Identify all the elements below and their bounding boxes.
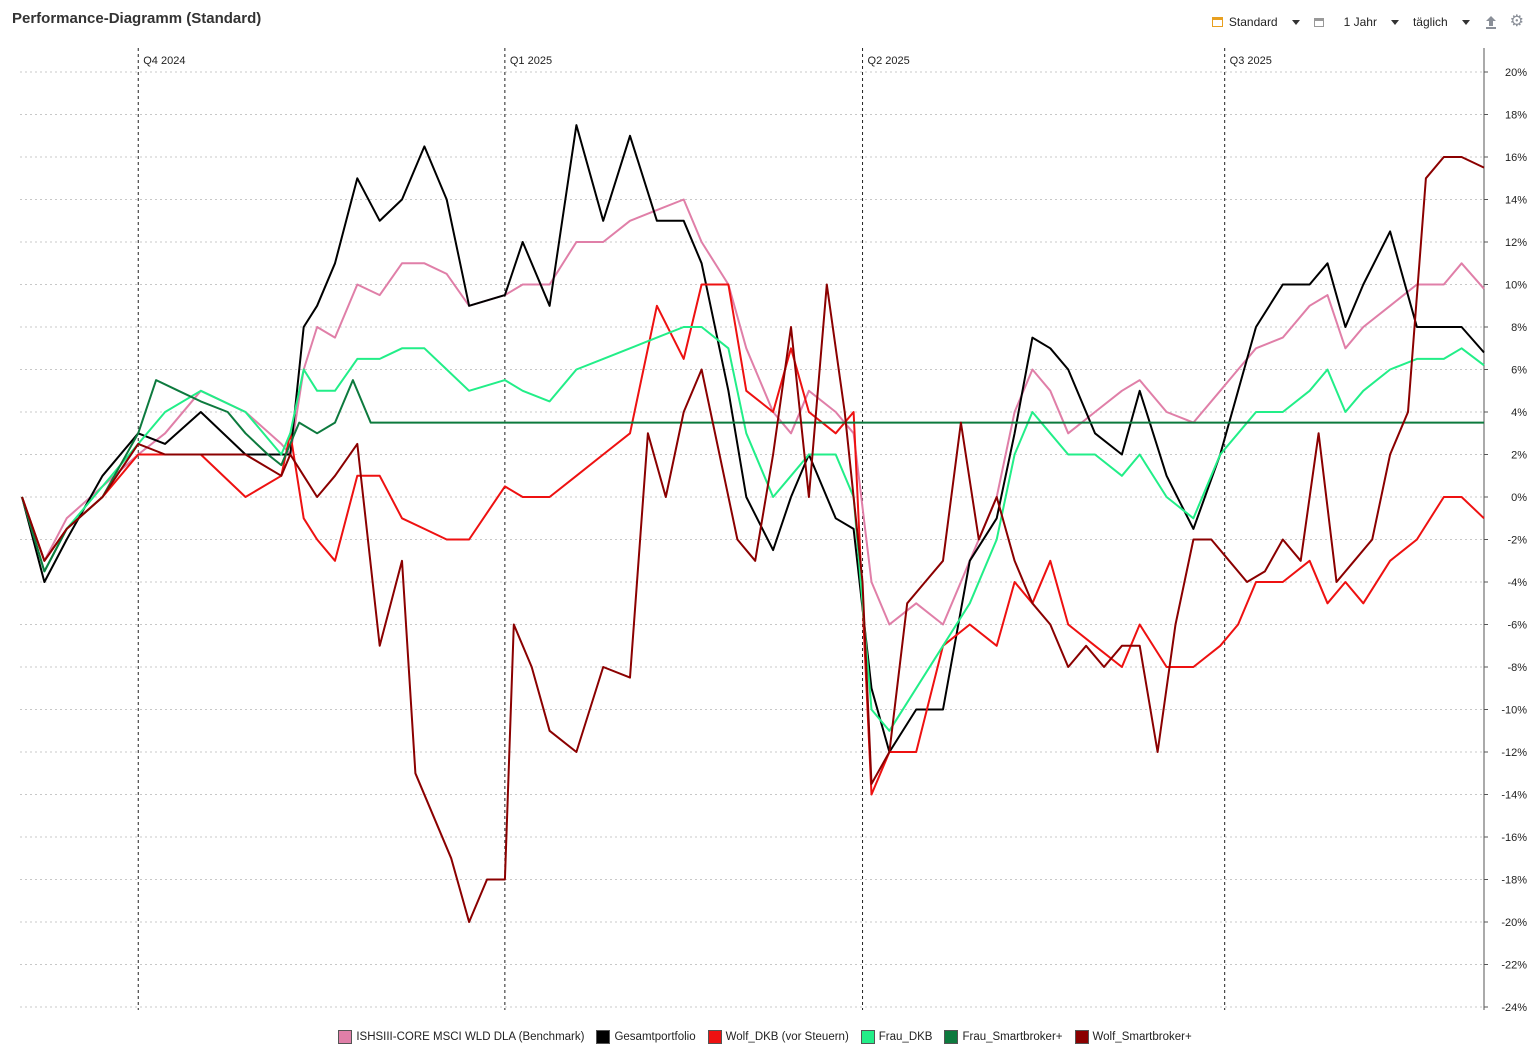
period-select[interactable]: 1 Jahr: [1344, 15, 1399, 29]
y-tick-label: 12%: [1505, 237, 1527, 249]
y-tick-label: 2%: [1511, 450, 1527, 462]
y-tick-label: -24%: [1501, 1002, 1527, 1014]
legend-label: Gesamtportfolio: [614, 1031, 696, 1043]
legend-item[interactable]: ISHSIII-CORE MSCI WLD DLA (Benchmark): [338, 1030, 584, 1044]
y-tick-label: -12%: [1501, 747, 1527, 759]
interval-select[interactable]: täglich: [1413, 15, 1470, 29]
y-tick-label: -22%: [1501, 960, 1527, 972]
quarter-label: Q3 2025: [1230, 55, 1272, 67]
series-line-5: [21, 379, 1484, 573]
chevron-down-icon: [1390, 19, 1399, 25]
y-tick-label: 20%: [1505, 67, 1527, 79]
y-tick-label: -2%: [1507, 535, 1527, 547]
legend-swatch: [596, 1030, 611, 1044]
legend-label: Wolf_Smartbroker+: [1092, 1031, 1192, 1043]
y-tick-label: -10%: [1501, 705, 1527, 717]
y-tick-label: -8%: [1507, 662, 1527, 674]
legend-label: ISHSIII-CORE MSCI WLD DLA (Benchmark): [356, 1031, 585, 1043]
view-select-label: Standard: [1228, 15, 1278, 29]
quarter-label: Q4 2024: [143, 55, 185, 67]
window-icon: [1313, 17, 1324, 27]
y-tick-label: 0%: [1511, 492, 1527, 504]
quarter-label: Q2 2025: [868, 55, 910, 67]
view-select[interactable]: Standard: [1211, 15, 1300, 29]
legend-item[interactable]: Frau_DKB: [860, 1030, 933, 1044]
legend-label: Frau_DKB: [878, 1031, 933, 1043]
legend-swatch: [338, 1030, 353, 1044]
series-line-6: [21, 156, 1485, 923]
y-tick-label: 4%: [1511, 407, 1527, 419]
y-tick-label: -16%: [1501, 832, 1527, 844]
legend-label: Wolf_DKB (vor Steuern): [725, 1031, 849, 1043]
y-tick-label: 14%: [1505, 195, 1527, 207]
legend-swatch: [944, 1030, 959, 1044]
series-line-3: [21, 283, 1485, 796]
y-tick-label: -20%: [1501, 917, 1527, 929]
legend: ISHSIII-CORE MSCI WLD DLA (Benchmark) Ges…: [0, 1026, 1530, 1048]
export-icon[interactable]: [1484, 15, 1498, 29]
y-tick-label: 18%: [1505, 110, 1527, 122]
y-tick-label: 6%: [1511, 365, 1527, 377]
legend-swatch: [707, 1030, 722, 1044]
legend-item[interactable]: Frau_Smartbroker+: [944, 1030, 1063, 1044]
quarter-label: Q1 2025: [510, 55, 552, 67]
page-title: Performance-Diagramm (Standard): [12, 10, 262, 27]
period-select-label: 1 Jahr: [1343, 15, 1377, 29]
y-tick-label: 8%: [1511, 322, 1527, 334]
toolbar: Standard 1 Jahr täglich ⚙: [1211, 12, 1530, 32]
chevron-down-icon: [1461, 19, 1470, 25]
series-line-2: [21, 124, 1485, 753]
legend-swatch: [860, 1030, 875, 1044]
interval-select-label: täglich: [1412, 15, 1448, 29]
y-tick-label: -6%: [1507, 620, 1527, 632]
calendar-icon: [1211, 17, 1223, 27]
chevron-down-icon: [1291, 19, 1300, 25]
y-tick-label: 10%: [1505, 280, 1527, 292]
legend-item[interactable]: Wolf_Smartbroker+: [1074, 1030, 1192, 1044]
performance-chart: 20% 18% 16% 14% 12% 10% 8% 6% 4% 2% 0% -2% -4% -6% -8%…: [20, 48, 1527, 1014]
y-tick-label: 16%: [1505, 152, 1527, 164]
header: Performance-Diagramm (Standard) Standard…: [0, 0, 1530, 40]
gear-icon[interactable]: ⚙: [1509, 13, 1524, 30]
legend-swatch: [1074, 1030, 1089, 1044]
legend-item[interactable]: Gesamtportfolio: [596, 1030, 696, 1044]
window-button[interactable]: [1313, 17, 1324, 27]
y-tick-label: -18%: [1501, 875, 1527, 887]
legend-item[interactable]: Wolf_DKB (vor Steuern): [707, 1030, 849, 1044]
series-line-1: [21, 198, 1485, 626]
y-tick-label: -14%: [1501, 790, 1527, 802]
legend-label: Frau_Smartbroker+: [962, 1031, 1063, 1043]
y-tick-label: -4%: [1507, 577, 1527, 589]
series-line-4: [21, 326, 1485, 732]
